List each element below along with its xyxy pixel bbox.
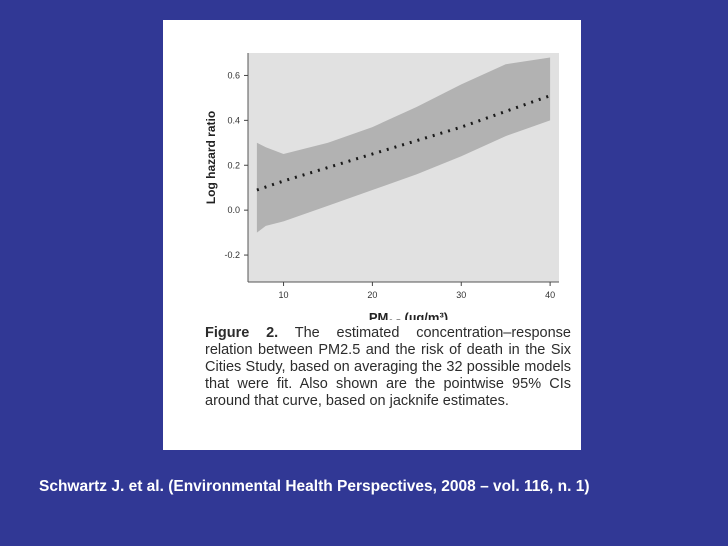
figure-panel: -0.2 0.0 0.2 0.4 0.6 10 20 30 40 Log hazard ratio… — [163, 20, 581, 450]
estimate-line — [256, 94, 551, 192]
y-tick-label: -0.2 — [224, 250, 240, 260]
chart-svg: -0.2 0.0 0.2 0.4 0.6 10 20 30 40 Log hazard ratio… — [204, 53, 559, 320]
citation-text: Schwartz J. et al. (Environmental Health… — [39, 478, 590, 495]
y-tick-label: 0.0 — [227, 205, 240, 215]
y-axis-title: Log hazard ratio — [204, 111, 218, 204]
figure-caption: Figure 2. The estimated concentration–re… — [205, 325, 571, 410]
figure-caption-text: The estimated concentration–response rel… — [205, 325, 571, 409]
x-tick-label: 30 — [456, 290, 466, 300]
x-tick-label: 40 — [545, 290, 555, 300]
x-tick-label: 20 — [367, 290, 377, 300]
x-tick-label: 10 — [279, 290, 289, 300]
y-tick-label: 0.2 — [227, 160, 240, 170]
figure-caption-label: Figure 2. — [205, 325, 279, 341]
y-tick-label: 0.4 — [227, 115, 240, 125]
y-tick-label: 0.6 — [227, 70, 240, 80]
x-axis-title: PM2.5 (µg/m³) — [369, 310, 448, 320]
